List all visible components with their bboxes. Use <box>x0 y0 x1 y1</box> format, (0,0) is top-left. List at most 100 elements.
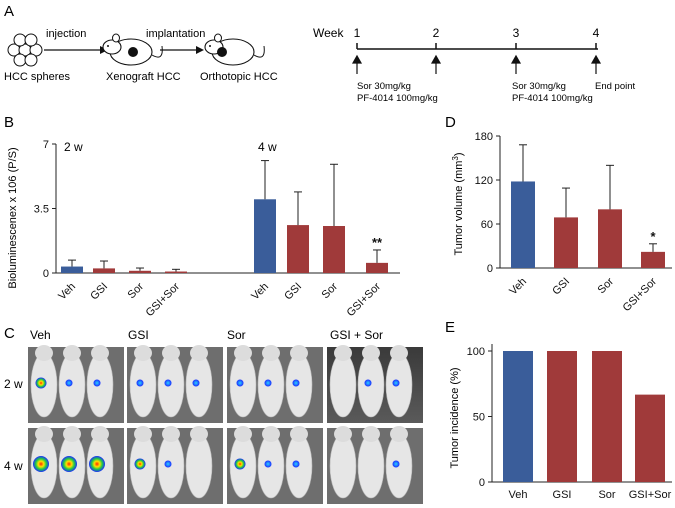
panel-d-ylabel: Tumor volume (mm3) <box>451 152 466 255</box>
bar <box>635 394 665 482</box>
week-4: 4 <box>593 26 600 40</box>
mouse-body <box>357 433 385 499</box>
mouse-head <box>134 426 152 442</box>
bar <box>61 266 83 273</box>
mouse-head <box>390 426 408 442</box>
mouse-head <box>190 345 208 361</box>
hcc-spheres-label: HCC spheres <box>4 71 71 83</box>
mouse-head <box>35 426 53 442</box>
luminescence-spot <box>236 379 244 387</box>
dose-sor-1: Sor 30mg/kg <box>357 81 411 92</box>
x-tick-label: Sor <box>598 489 615 501</box>
luminescence-spot <box>93 379 101 387</box>
dose-pf-1: PF-4014 100mg/kg <box>357 93 438 104</box>
mouse-head <box>190 426 208 442</box>
panel-b: B Bioluminescenex x 106 (P/S) 2 w 4 w 0 3… <box>4 114 400 319</box>
mouse-body <box>157 352 185 418</box>
xenograft-mouse-icon <box>102 33 163 66</box>
panel-d-ylabel-sup: 3 <box>451 156 460 161</box>
x-tick-label: Veh <box>249 281 271 303</box>
panel-b-ylabel: Bioluminescenex x 106 (P/S) <box>7 147 19 288</box>
y-tick-label: 100 <box>467 346 485 358</box>
panel-b-time-4w: 4 w <box>258 140 277 154</box>
y-tick-label: 60 <box>481 219 493 231</box>
mouse-head <box>91 345 109 361</box>
mouse-body <box>329 352 357 418</box>
week-3: 3 <box>513 26 520 40</box>
mouse-head <box>262 345 280 361</box>
mouse-head <box>63 426 81 442</box>
bar <box>366 262 388 273</box>
luminescence-spot <box>192 379 200 387</box>
panel-c: C Veh GSI Sor GSI + Sor 2 w 4 w <box>4 325 423 504</box>
week-1: 1 <box>354 26 361 40</box>
x-tick-label: GSI+Sor <box>629 489 672 501</box>
x-tick-label: Sor <box>126 280 147 301</box>
orthotopic-mouse-icon <box>204 33 265 66</box>
y-tick-label: 7 <box>43 139 49 151</box>
luminescence-spot <box>33 456 49 472</box>
bar <box>165 271 187 273</box>
panel-c-group-sor: Sor <box>227 328 246 342</box>
mouse-head <box>290 345 308 361</box>
panel-e-letter: E <box>445 319 455 336</box>
x-tick-label: Veh <box>56 281 78 303</box>
mouse-head <box>91 426 109 442</box>
panel-e: E Tumor incidence (%) 0 50 100 Veh GSI Sor GSI… <box>445 319 672 501</box>
x-tick-label: Sor <box>320 280 341 301</box>
luminescence-spot <box>134 458 146 470</box>
luminescence-spot <box>392 379 400 387</box>
panel-c-row-2w: 2 w <box>4 377 23 391</box>
mouse-head <box>390 345 408 361</box>
bar <box>93 268 115 273</box>
mouse-head <box>162 345 180 361</box>
x-tick-label: GSI+Sor <box>144 280 183 319</box>
bar <box>554 217 578 268</box>
panel-b-time-2w: 2 w <box>64 140 83 154</box>
mouse-body <box>229 352 257 418</box>
panel-a: A HCC spheres injection Xenograft HCC im… <box>4 3 636 104</box>
y-tick-label: 120 <box>475 175 493 187</box>
luminescence-spot <box>136 379 144 387</box>
panel-d-ylabel-main: Tumor volume (mm <box>453 161 465 256</box>
bar <box>129 270 151 273</box>
y-tick-label: 0 <box>487 263 493 275</box>
week-label: Week <box>313 26 344 40</box>
x-tick-label: GSI <box>553 489 572 501</box>
luminescence-spot <box>164 379 172 387</box>
panel-d-chart: 0 60 120 180 Veh GSI Sor * GSI+Sor <box>475 131 665 314</box>
x-tick-label: Sor <box>596 275 617 296</box>
x-tick-label: GSI+Sor <box>621 275 660 314</box>
panel-c-row-4w: 4 w <box>4 459 23 473</box>
luminescence-spot <box>392 460 400 468</box>
mouse-head <box>35 345 53 361</box>
bar <box>592 351 622 482</box>
mouse-head <box>134 345 152 361</box>
mouse-head <box>334 426 352 442</box>
timeline-ticks <box>356 43 597 49</box>
mouse-head <box>262 426 280 442</box>
mouse-body <box>185 433 213 499</box>
panel-c-group-veh: Veh <box>30 328 51 342</box>
mouse-body <box>385 433 413 499</box>
mouse-body <box>58 352 86 418</box>
x-tick-label: Veh <box>509 489 528 501</box>
y-tick-label: 0 <box>43 268 49 280</box>
luminescence-spot <box>292 460 300 468</box>
x-tick-label: GSI+Sor <box>345 280 384 319</box>
luminescence-spot <box>65 379 73 387</box>
panel-c-group-gsi: GSI <box>128 328 149 342</box>
panel-a-letter: A <box>4 3 14 20</box>
mouse-body <box>329 433 357 499</box>
mouse-body <box>285 433 313 499</box>
dose-arrows <box>351 54 602 74</box>
y-tick-label: 50 <box>473 412 485 424</box>
mouse-head <box>362 426 380 442</box>
luminescence-spot <box>35 377 47 389</box>
significance-mark: ** <box>372 235 383 250</box>
panel-c-group-gsi-sor: GSI + Sor <box>330 328 383 342</box>
mouse-body <box>257 433 285 499</box>
mouse-head <box>162 426 180 442</box>
